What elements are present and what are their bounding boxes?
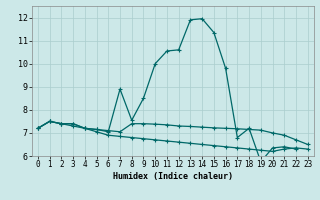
X-axis label: Humidex (Indice chaleur): Humidex (Indice chaleur) [113, 172, 233, 181]
